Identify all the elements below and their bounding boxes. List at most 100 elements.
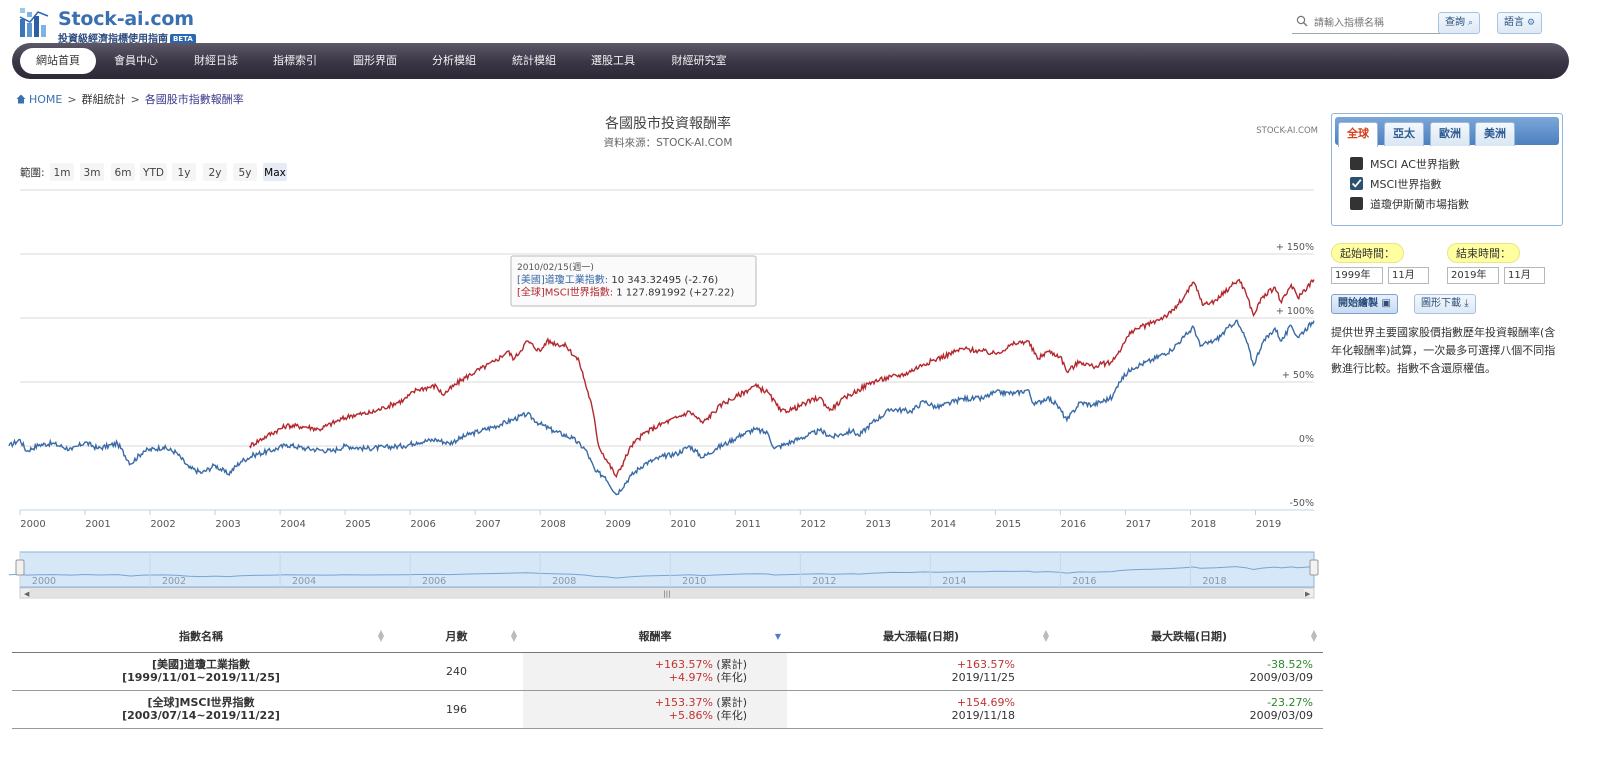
index-name[interactable]: [全球]MSCI世界指數: [147, 696, 255, 709]
x-tick-label: 2016: [1061, 519, 1086, 530]
sort-icon[interactable]: ▲ ▼: [510, 628, 517, 643]
chart-navigator[interactable]: 2000 2002 2004 2006 2008 2010 2012 2014 2016 2018…: [8, 551, 1319, 599]
series-line-msci-world[interactable]: [248, 278, 1315, 479]
cell-index-name: [全球]MSCI世界指數 [2003/07/14~2019/11/22]: [12, 690, 390, 729]
start-year-select[interactable]: 1999年: [1331, 267, 1383, 284]
download-button[interactable]: 圖形下載 ⤓: [1414, 294, 1476, 314]
col-return[interactable]: 報酬率 ▼: [523, 620, 787, 653]
range-button-2y[interactable]: 2y: [203, 163, 227, 181]
sort-desc-icon[interactable]: ▼: [774, 632, 781, 641]
range-button-5y[interactable]: 5y: [233, 163, 257, 181]
navigator-tick-label: 2014: [942, 576, 966, 587]
cell-max-rise: +154.69% 2019/11/18: [787, 690, 1055, 729]
max-rise-value: +163.57%: [956, 658, 1015, 671]
breadcrumb-group[interactable]: 群組統計: [81, 93, 126, 106]
col-months[interactable]: 月數 ▲ ▼: [390, 620, 523, 653]
chart-subtitle: 資料來源：STOCK-AI.COM: [604, 136, 733, 149]
download-icon: ⤓: [1464, 298, 1469, 309]
range-button-label: Max: [264, 167, 286, 179]
check-icon: [1351, 179, 1362, 188]
checkbox[interactable]: [1350, 157, 1363, 170]
max-rise-value: +154.69%: [956, 696, 1015, 709]
nav-item-stock-picker[interactable]: 選股工具: [591, 54, 635, 67]
x-tick-label: 2012: [801, 519, 826, 530]
range-button-3m[interactable]: 3m: [80, 163, 104, 181]
home-icon: [16, 94, 26, 104]
tab-asia-pacific[interactable]: 亞太: [1384, 122, 1424, 146]
tab-global[interactable]: 全球: [1338, 122, 1378, 147]
nav-item-research[interactable]: 財經研究室: [671, 54, 727, 67]
y-tick-label: -50%: [1289, 498, 1314, 509]
chart-series: [8, 278, 1315, 496]
max-drop-value: -23.27%: [1267, 696, 1313, 709]
col-max-drop[interactable]: 最大跌幅(日期) ▲ ▼: [1055, 620, 1323, 653]
nav-item-statistics[interactable]: 統計模組: [512, 54, 556, 67]
end-year-select[interactable]: 2019年: [1447, 267, 1499, 284]
search-input[interactable]: [1314, 14, 1454, 32]
sort-icon[interactable]: ▲ ▼: [377, 628, 384, 643]
col-max-rise[interactable]: 最大漲幅(日期) ▲ ▼: [787, 620, 1055, 653]
range-button-bg: [80, 163, 104, 181]
breadcrumb-current[interactable]: 各國股市指數報酬率: [144, 93, 244, 106]
x-tick-label: 2000: [20, 519, 45, 530]
checkbox-checked[interactable]: [1350, 177, 1363, 190]
navigator-handle-right[interactable]: [1309, 559, 1319, 576]
index-name[interactable]: [美國]道瓊工業指數: [151, 658, 251, 671]
x-tick-label: 2002: [150, 519, 175, 530]
language-button[interactable]: 語言 ⚙: [1497, 12, 1543, 34]
scroll-left-icon[interactable]: ◀: [24, 590, 30, 598]
range-button-max[interactable]: Max: [263, 163, 287, 181]
chart-title: 各國股市投資報酬率: [605, 115, 731, 132]
sort-icon[interactable]: ▲ ▼: [1042, 628, 1049, 643]
range-button-1m[interactable]: 1m: [50, 163, 74, 181]
chart-credit[interactable]: STOCK-AI.COM: [1256, 126, 1318, 136]
nav-item-member[interactable]: 會員中心: [114, 54, 158, 67]
range-button-6m[interactable]: 6m: [111, 163, 135, 181]
range-button-bg: [140, 163, 167, 181]
scrollbar-thumb[interactable]: [30, 588, 1304, 598]
logo-title: Stock-ai.com: [58, 8, 194, 30]
nav-item-calendar[interactable]: 財經日誌: [194, 54, 238, 67]
series-line-dow-jones[interactable]: [8, 319, 1315, 496]
checkbox[interactable]: [1350, 197, 1363, 210]
tooltip-line: [美國]道瓊工業指數: 10 343.32495 (-2.76): [517, 273, 718, 286]
nav-item-home[interactable]: 網站首頁: [20, 48, 96, 74]
nav-item-index[interactable]: 指標索引: [273, 54, 317, 67]
navigator-tick-label: 2002: [162, 576, 186, 587]
return-cumulative: +153.37%: [654, 696, 713, 709]
site-logo[interactable]: Stock-ai.com 投資級經濟指標使用指南 BETA: [18, 6, 218, 45]
tab-america[interactable]: 美洲: [1475, 122, 1515, 146]
nav-item-graph[interactable]: 圖形界面: [353, 54, 397, 67]
draw-button[interactable]: 開始繪製 ▣: [1331, 294, 1398, 314]
navigator-tick-label: 2010: [682, 576, 706, 587]
return-chart[interactable]: 各國股市投資報酬率 資料來源：STOCK-AI.COM STOCK-AI.COM…: [0, 110, 1330, 605]
range-button-label: 2y: [209, 167, 222, 179]
y-tick-label: + 100%: [1276, 306, 1314, 317]
logo-subtitle-text: 投資級經濟指標使用指南: [58, 34, 168, 45]
range-selector: 範圍: 1m 3m 6m YTD 1y 2y 5y Max: [20, 163, 287, 181]
navigator-series: [8, 566, 1315, 579]
col-label: 月數: [445, 629, 468, 643]
cell-max-drop: -23.27% 2009/03/09: [1055, 690, 1323, 729]
max-drop-value: -38.52%: [1267, 658, 1313, 671]
return-annualized: +4.97%: [668, 671, 713, 684]
y-tick-label: + 150%: [1276, 242, 1314, 253]
col-index-name[interactable]: 指數名稱 ▲ ▼: [12, 620, 390, 653]
x-tick-label: 2019: [1256, 519, 1281, 530]
range-button-bg: [172, 163, 196, 181]
tab-europe[interactable]: 歐洲: [1430, 122, 1470, 146]
range-button-1y[interactable]: 1y: [172, 163, 196, 181]
start-month-select[interactable]: 11月: [1388, 267, 1429, 284]
scroll-right-icon[interactable]: ▶: [1305, 590, 1311, 598]
query-button[interactable]: 查詢 ⌕: [1438, 12, 1481, 34]
sort-icon[interactable]: ▲ ▼: [1310, 628, 1317, 643]
end-month-select[interactable]: 11月: [1504, 267, 1545, 284]
range-button-label: 5y: [239, 167, 252, 179]
range-button-ytd[interactable]: YTD: [140, 163, 167, 181]
breadcrumb-home[interactable]: HOME: [29, 93, 63, 106]
search-box: [1292, 12, 1460, 34]
navigator-window[interactable]: [19, 551, 1315, 588]
navigator-handle-left[interactable]: [15, 559, 25, 576]
nav-item-analysis[interactable]: 分析模組: [432, 54, 476, 67]
